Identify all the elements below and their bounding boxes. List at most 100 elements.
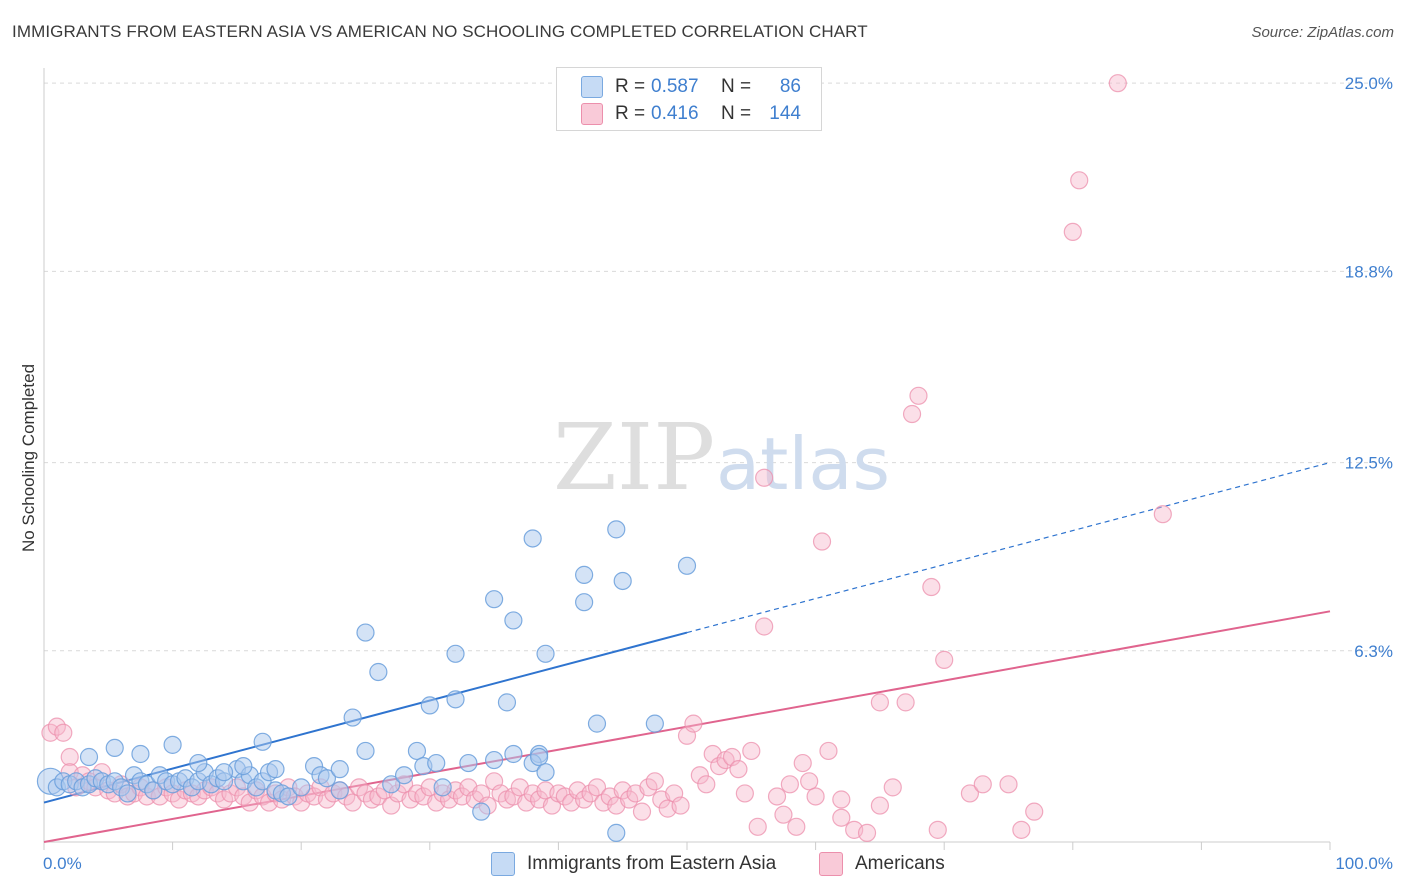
y-axis-label: No Schooling Completed xyxy=(19,364,38,552)
source-credit: Source: ZipAtlas.com xyxy=(1251,24,1394,41)
point-americans xyxy=(587,778,607,797)
point-immigrants-eastern-asia xyxy=(427,753,446,773)
point-immigrants-eastern-asia xyxy=(459,753,478,773)
point-americans xyxy=(697,775,716,794)
point-americans xyxy=(870,796,890,815)
point-immigrants-eastern-asia xyxy=(330,781,349,800)
point-americans xyxy=(690,766,709,785)
point-immigrants-eastern-asia xyxy=(485,590,504,609)
point-immigrants-eastern-asia xyxy=(266,760,285,779)
point-americans xyxy=(774,805,793,824)
bottom-legend-pink: Americans xyxy=(819,851,945,877)
legend-r-label: R = xyxy=(615,76,646,97)
bottom-legend-swatch-pink xyxy=(819,852,843,876)
point-immigrants-eastern-asia xyxy=(504,611,523,630)
point-americans xyxy=(748,817,767,836)
legend-n-label: N = xyxy=(721,103,752,124)
correlation-legend: R = 0.587 N = 86 R = 0.416 N = 144 xyxy=(556,67,822,131)
point-immigrants-eastern-asia xyxy=(407,741,427,761)
point-immigrants-eastern-asia xyxy=(485,750,504,770)
point-immigrants-eastern-asia xyxy=(523,529,542,548)
point-immigrants-eastern-asia xyxy=(446,690,465,709)
point-immigrants-eastern-asia xyxy=(446,644,465,663)
point-americans xyxy=(1063,222,1082,242)
trend-line-blue-extension xyxy=(686,462,1331,634)
point-americans xyxy=(735,784,754,803)
point-immigrants-eastern-asia xyxy=(292,778,311,797)
point-immigrants-eastern-asia xyxy=(356,623,375,642)
legend-r-label: R = xyxy=(615,103,646,124)
watermark-atlas: atlas xyxy=(716,422,890,506)
point-americans xyxy=(928,820,947,839)
point-americans xyxy=(343,793,362,812)
point-immigrants-eastern-asia xyxy=(330,760,349,779)
legend-r-value: 0.587 xyxy=(651,76,699,97)
point-americans xyxy=(787,817,806,836)
point-immigrants-eastern-asia xyxy=(613,571,632,591)
point-americans xyxy=(935,650,954,669)
point-immigrants-eastern-asia xyxy=(530,747,549,767)
point-immigrants-eastern-asia xyxy=(536,644,555,663)
legend-swatch-pink xyxy=(581,103,603,125)
legend-row-pink: R = 0.416 N = 144 xyxy=(581,101,801,127)
point-americans xyxy=(742,741,761,761)
point-immigrants-eastern-asia xyxy=(144,781,163,800)
point-immigrants-eastern-asia xyxy=(645,714,664,733)
watermark-zip: ZIP xyxy=(553,404,715,511)
bottom-legend-blue: Immigrants from Eastern Asia xyxy=(491,851,776,877)
point-immigrants-eastern-asia xyxy=(536,763,555,782)
point-americans xyxy=(857,823,877,842)
point-americans xyxy=(812,532,832,551)
legend-n-label: N = xyxy=(721,76,752,97)
y-tick-label: 6.3% xyxy=(1354,642,1393,661)
point-americans xyxy=(645,772,664,791)
point-americans xyxy=(54,723,73,742)
point-americans xyxy=(909,386,928,405)
point-immigrants-eastern-asia xyxy=(369,662,388,682)
point-immigrants-eastern-asia xyxy=(253,732,272,751)
point-americans xyxy=(1025,802,1044,821)
bottom-legend-swatch-blue xyxy=(491,852,515,876)
point-immigrants-eastern-asia xyxy=(279,787,298,806)
point-americans xyxy=(999,775,1018,794)
point-americans xyxy=(832,808,851,827)
point-americans xyxy=(729,760,748,779)
point-immigrants-eastern-asia xyxy=(677,556,697,575)
point-americans xyxy=(755,617,774,636)
legend-n-value: 86 xyxy=(779,76,801,97)
series-immigrants-eastern-asia xyxy=(36,520,697,842)
point-immigrants-eastern-asia xyxy=(587,714,607,733)
point-immigrants-eastern-asia xyxy=(105,738,124,758)
legend-swatch-blue xyxy=(581,76,603,98)
point-americans xyxy=(883,778,902,797)
point-americans xyxy=(800,772,819,791)
point-immigrants-eastern-asia xyxy=(234,757,253,776)
bottom-legend-label-pink: Americans xyxy=(855,853,945,874)
point-americans xyxy=(960,784,980,803)
point-immigrants-eastern-asia xyxy=(343,708,362,727)
point-immigrants-eastern-asia xyxy=(79,747,99,767)
point-immigrants-eastern-asia xyxy=(131,744,150,764)
axes xyxy=(43,68,1331,850)
legend-row-blue: R = 0.587 N = 86 xyxy=(581,74,801,100)
point-americans xyxy=(1153,505,1172,524)
point-immigrants-eastern-asia xyxy=(420,696,439,715)
point-immigrants-eastern-asia xyxy=(394,766,414,785)
x-tick-label: 100.0% xyxy=(1335,854,1393,873)
point-americans xyxy=(793,753,812,773)
point-americans xyxy=(870,693,890,712)
point-americans xyxy=(60,747,79,767)
gridlines xyxy=(44,82,1394,652)
point-americans xyxy=(1070,171,1089,190)
point-americans xyxy=(780,775,799,794)
tick-labels: 6.3% 12.5% 18.8% 25.0% 0.0% 100.0% xyxy=(43,74,1393,873)
point-americans xyxy=(671,796,690,815)
point-immigrants-eastern-asia xyxy=(472,802,491,821)
y-tick-label: 18.8% xyxy=(1345,262,1393,281)
point-americans xyxy=(819,741,838,761)
point-immigrants-eastern-asia xyxy=(382,775,401,794)
point-americans xyxy=(1108,74,1127,93)
bottom-legend-label-blue: Immigrants from Eastern Asia xyxy=(527,853,777,874)
point-americans xyxy=(632,802,652,821)
